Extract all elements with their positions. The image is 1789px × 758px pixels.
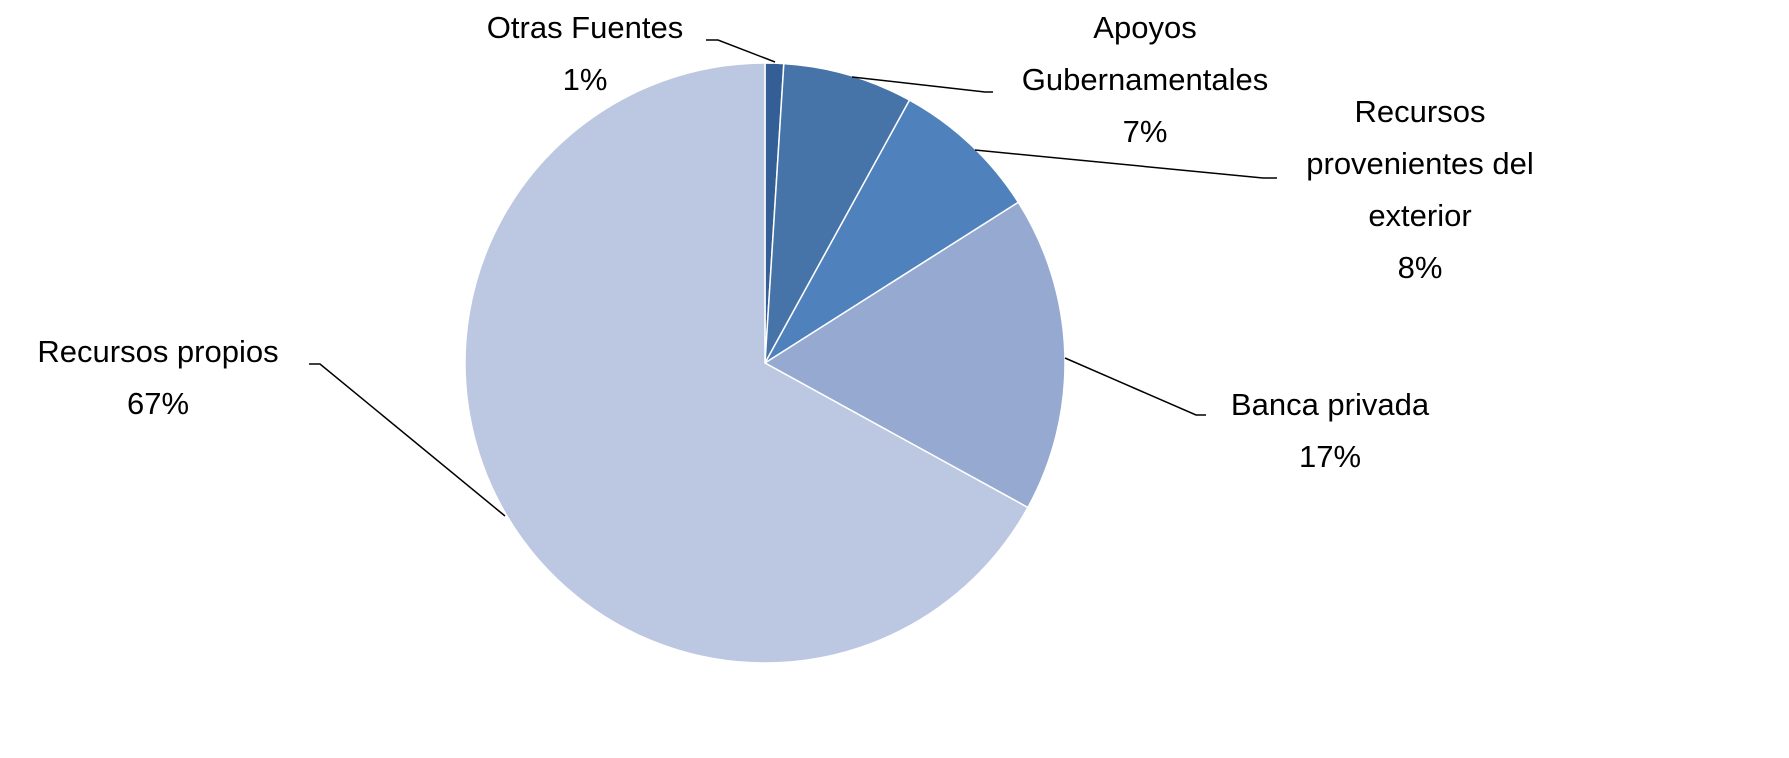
category-label: Recursos provenientes del exterior	[1306, 94, 1534, 233]
category-label: Banca privada	[1230, 387, 1430, 422]
pie-slice	[764, 99, 1020, 364]
value-label: 7%	[1122, 114, 1168, 149]
leader-line	[974, 149, 1277, 179]
slice-label: Recursos provenientes del exterior 8%	[1272, 86, 1568, 294]
pie-slice	[464, 62, 1029, 664]
leader-line	[706, 39, 776, 63]
leader-line	[1064, 357, 1206, 416]
value-label: 67%	[126, 386, 190, 421]
pie-slice	[764, 62, 911, 364]
value-label: 8%	[1397, 250, 1443, 285]
slice-label: Apoyos Gubernamentales 7%	[975, 2, 1315, 158]
category-label: Otras Fuentes	[486, 10, 684, 45]
leader-line	[309, 363, 506, 517]
value-label: 17%	[1298, 439, 1362, 474]
pie-slice	[763, 201, 1066, 509]
category-label: Apoyos Gubernamentales	[1021, 10, 1269, 97]
slice-label: Banca privada 17%	[1200, 379, 1460, 483]
slice-label: Otras Fuentes 1%	[465, 2, 705, 106]
category-label: Recursos propios	[37, 334, 279, 369]
leader-line	[851, 76, 993, 93]
value-label: 1%	[562, 62, 608, 97]
slice-label: Recursos propios 67%	[10, 326, 306, 430]
